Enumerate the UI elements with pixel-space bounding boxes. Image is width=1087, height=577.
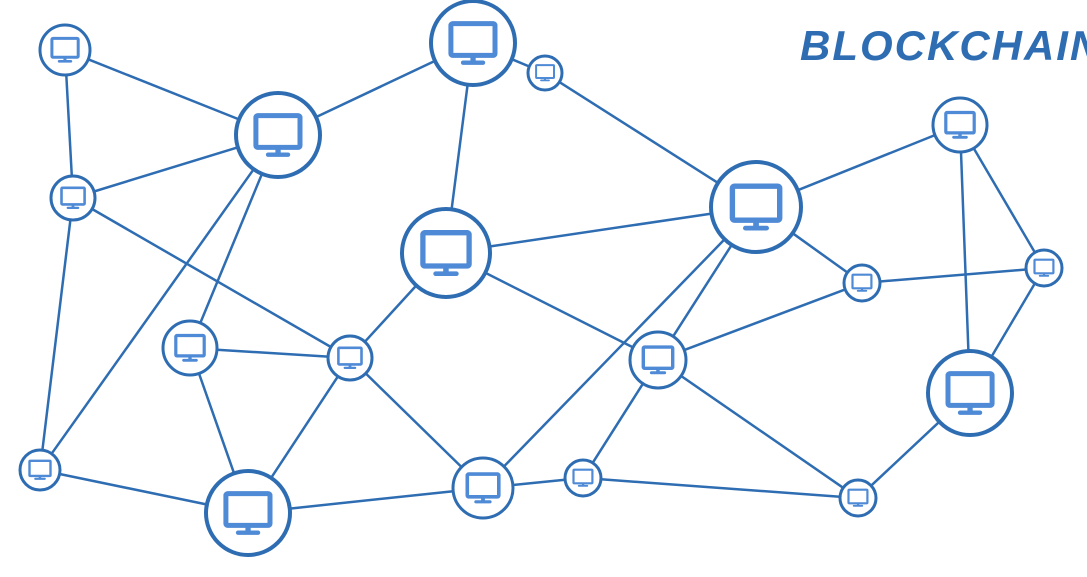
network-node [844, 265, 880, 301]
network-edge [681, 376, 843, 488]
network-edge [512, 59, 530, 66]
network-node [206, 471, 290, 555]
network-node [40, 25, 90, 75]
network-node [933, 98, 987, 152]
network-edge [88, 59, 239, 119]
network-node [711, 162, 801, 252]
network-node [528, 56, 562, 90]
diagram-title: BLOCKCHAIN [800, 22, 1087, 69]
blockchain-network-diagram: BLOCKCHAIN [0, 0, 1087, 577]
network-edge [66, 75, 72, 176]
network-node [840, 480, 876, 516]
network-edge [798, 135, 935, 190]
network-node [565, 460, 601, 496]
network-edge [673, 245, 732, 337]
network-edge [452, 85, 468, 210]
network-edge [199, 374, 234, 474]
network-edge [60, 474, 207, 505]
network-edge [42, 220, 70, 450]
network-edge [871, 422, 939, 486]
network-node [163, 321, 217, 375]
network-edge [559, 82, 718, 183]
edges-layer [42, 59, 1035, 508]
network-edge [365, 286, 417, 342]
network-edge [880, 270, 1026, 282]
network-edge [513, 480, 565, 485]
network-node [630, 332, 686, 388]
network-edge [961, 152, 968, 351]
network-node [328, 336, 372, 380]
network-node [453, 458, 513, 518]
network-node [236, 93, 320, 177]
network-edge [490, 214, 712, 247]
network-edge [504, 239, 725, 466]
network-edge [290, 491, 453, 508]
network-node [1026, 250, 1062, 286]
network-node [928, 351, 1012, 435]
network-node [431, 1, 515, 85]
network-node [51, 176, 95, 220]
network-edge [684, 289, 845, 350]
network-edge [366, 373, 462, 467]
network-edge [271, 376, 338, 478]
network-edge [94, 147, 238, 191]
network-edge [316, 61, 435, 117]
network-edge [974, 148, 1035, 252]
network-node [20, 450, 60, 490]
network-edge [793, 233, 848, 272]
network-edge [217, 350, 328, 357]
network-edge [485, 273, 633, 348]
network-edge [991, 284, 1034, 357]
network-node [402, 209, 490, 297]
network-edge [593, 384, 643, 463]
network-edge [601, 479, 840, 496]
